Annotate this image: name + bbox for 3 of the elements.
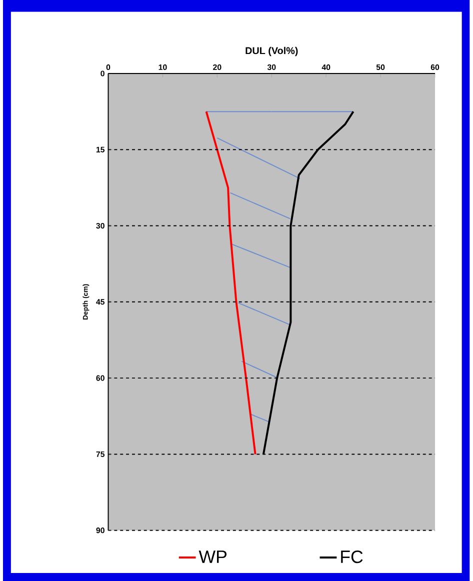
legend-label: WP — [198, 550, 227, 563]
legend-label: FC — [341, 550, 363, 564]
x-axis-title: DUL (Vol%) — [246, 46, 298, 56]
